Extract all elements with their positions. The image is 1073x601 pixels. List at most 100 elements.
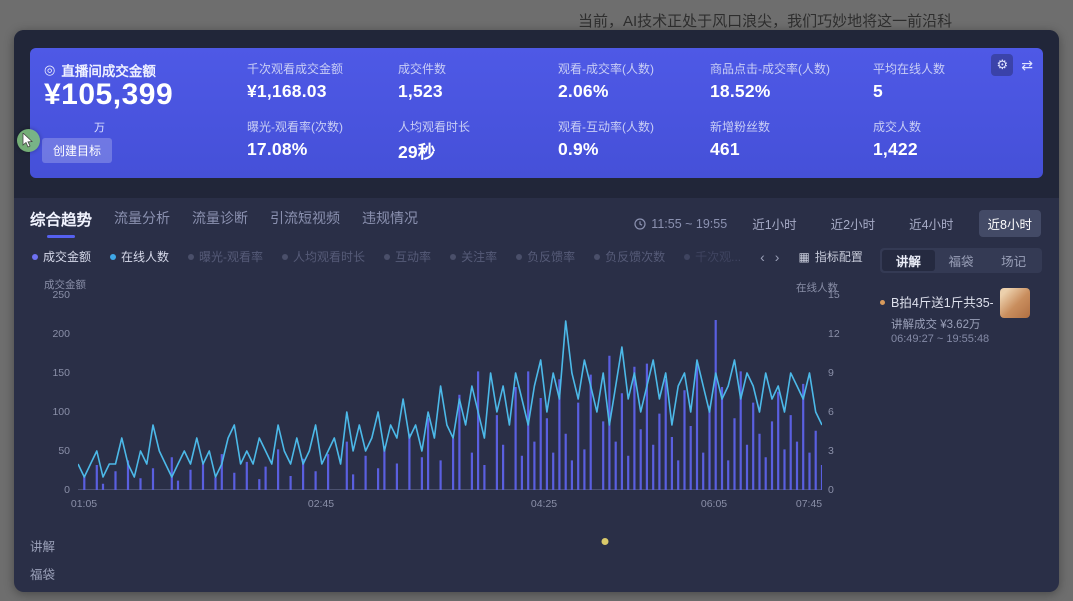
metric-value: 1,422 <box>873 139 918 159</box>
live-dashboard: ◎ 直播间成交金额 ¥105,399 万 创建目标 千次观看成交金额 ¥1,16… <box>14 30 1059 592</box>
explain-timeline-track[interactable] <box>78 536 822 548</box>
legend-dot <box>110 253 117 260</box>
legend-dot <box>594 253 601 260</box>
x-axis-tick: 02:45 <box>307 498 335 510</box>
metric-block: 商品点击-成交率(人数) 18.52% <box>710 60 870 102</box>
metric-block: 千次观看成交金额 ¥1,168.03 <box>247 60 407 102</box>
x-axis-tick: 04:25 <box>530 498 558 510</box>
tab-traffic-analysis[interactable]: 流量分析 <box>114 210 171 226</box>
target-icon: ◎ <box>44 62 56 77</box>
chart-legend: 成交金额 在线人数 曝光-观看率 人均观看时长 互动率 关注率 <box>32 248 863 265</box>
legend-label: 负反馈率 <box>527 250 576 264</box>
metric-block: 新增粉丝数 461 <box>710 118 870 160</box>
tab-short-video[interactable]: 引流短视频 <box>270 210 341 226</box>
side-tab-explain[interactable]: 讲解 <box>882 250 935 271</box>
metric-config-button[interactable]: ▦ 指标配置 <box>798 248 862 265</box>
legend-item[interactable]: 负反馈次数 <box>594 248 665 265</box>
metric-label: 平均在线人数 <box>873 62 946 76</box>
create-goal-button[interactable]: 创建目标 <box>42 138 113 163</box>
metric-block: 平均在线人数 5 <box>873 60 1033 102</box>
metric-block: 观看-成交率(人数) 2.06% <box>558 60 718 102</box>
tab-overall-trend[interactable]: 综合趋势 <box>30 208 92 238</box>
list-item-bullet <box>880 300 885 305</box>
legend-item[interactable]: 关注率 <box>450 248 497 265</box>
metric-label: 观看-成交率(人数) <box>558 62 654 76</box>
right-axis-tick: 9 <box>828 367 834 379</box>
metric-label: 曝光-观看率(次数) <box>247 120 343 134</box>
trend-chart[interactable] <box>78 295 822 490</box>
swap-icon[interactable]: ⇄ <box>1021 56 1033 73</box>
card-toolbar: ⚙ ⇄ <box>991 54 1033 76</box>
side-tab-log[interactable]: 场记 <box>1001 255 1027 269</box>
main-metric-value: ¥105,399 <box>44 78 174 111</box>
legend-label: 关注率 <box>461 250 498 264</box>
timeline-row-label-lucky-bag: 福袋 <box>30 568 56 582</box>
metric-value: 1,523 <box>398 81 443 101</box>
product-title[interactable]: B拍4斤送1斤共35-4... <box>891 296 993 310</box>
legend-pager: ‹ › <box>760 249 779 265</box>
metric-value: 2.06% <box>558 81 609 101</box>
side-panel-tabs: 讲解 福袋 场记 <box>880 248 1042 273</box>
legend-item[interactable]: 千次观... <box>684 248 741 265</box>
legend-item[interactable]: 曝光-观看率 <box>188 248 263 265</box>
side-tab-lucky-bag[interactable]: 福袋 <box>948 255 974 269</box>
right-axis-tick: 12 <box>828 328 840 340</box>
time-filter: 11:55 ~ 19:55 近1小时 近2小时 近4小时 近8小时 <box>634 210 1041 237</box>
lucky-bag-timeline-track[interactable] <box>78 564 822 576</box>
legend-dot <box>450 253 457 260</box>
tab-traffic-diagnosis[interactable]: 流量诊断 <box>192 210 249 226</box>
explain-marker-dot[interactable] <box>601 538 609 545</box>
legend-label: 负反馈次数 <box>605 250 666 264</box>
time-range: 11:55 ~ 19:55 <box>634 217 727 231</box>
metric-label: 成交件数 <box>398 62 447 76</box>
range-option-4h[interactable]: 近4小时 <box>909 218 954 232</box>
main-metric-unit: 万 <box>94 122 105 134</box>
main-metric-label: ◎ 直播间成交金额 <box>44 60 156 80</box>
legend-item[interactable]: 负反馈率 <box>516 248 575 265</box>
legend-dot <box>188 253 195 260</box>
legend-label: 人均观看时长 <box>293 250 366 264</box>
legend-dot <box>516 253 523 260</box>
metric-block: 人均观看时长 29秒 <box>398 118 558 164</box>
prev-page-icon[interactable]: ‹ <box>760 248 765 265</box>
metric-block: 观看-互动率(人数) 0.9% <box>558 118 718 160</box>
summary-card: ◎ 直播间成交金额 ¥105,399 万 创建目标 千次观看成交金额 ¥1,16… <box>30 48 1043 178</box>
video-caption: 当前，AI技术正处于风口浪尖，我们巧妙地将这一前沿科 <box>578 13 953 30</box>
range-option-1h[interactable]: 近1小时 <box>752 218 797 232</box>
legend-item[interactable]: 人均观看时长 <box>282 248 365 265</box>
legend-dot <box>32 253 38 260</box>
mouse-cursor-highlight <box>17 129 40 152</box>
tab-label: 综合趋势 <box>30 212 93 229</box>
metric-value: 18.52% <box>710 81 771 101</box>
metric-block: 成交人数 1,422 <box>873 118 1033 160</box>
metric-value: ¥1,168.03 <box>247 81 327 101</box>
gear-icon[interactable]: ⚙ <box>991 54 1014 76</box>
metric-label: 千次观看成交金额 <box>247 62 344 76</box>
legend-label: 成交金额 <box>43 250 92 264</box>
metric-label: 成交人数 <box>873 120 922 134</box>
timeline-row-label-explain: 讲解 <box>30 540 56 554</box>
right-axis-tick: 6 <box>828 406 834 418</box>
next-page-icon[interactable]: › <box>774 248 780 265</box>
range-option-2h[interactable]: 近2小时 <box>830 218 876 232</box>
metric-value: 0.9% <box>558 139 599 159</box>
x-axis-tick: 06:05 <box>700 498 728 510</box>
time-range-text: 11:55 ~ 19:55 <box>651 216 728 231</box>
metric-block: 曝光-观看率(次数) 17.08% <box>247 118 407 160</box>
legend-item[interactable]: 互动率 <box>384 248 431 265</box>
explain-time-range: 06:49:27 ~ 19:55:48 <box>891 333 990 345</box>
metric-config-label: 指标配置 <box>814 250 863 264</box>
product-thumbnail[interactable] <box>1000 288 1030 318</box>
right-axis-tick: 15 <box>828 289 840 301</box>
range-option-8h[interactable]: 近8小时 <box>978 210 1041 237</box>
clock-icon <box>634 217 646 230</box>
tab-violations[interactable]: 违规情况 <box>362 210 419 226</box>
legend-dot <box>384 253 391 260</box>
right-axis-title: 在线人数 <box>796 282 838 294</box>
main-metric-label-text: 直播间成交金额 <box>61 64 156 79</box>
legend-label: 在线人数 <box>121 250 170 264</box>
left-axis-tick: 0 <box>64 484 70 496</box>
legend-item[interactable]: 在线人数 <box>110 248 169 265</box>
legend-item[interactable]: 成交金额 <box>32 248 91 265</box>
